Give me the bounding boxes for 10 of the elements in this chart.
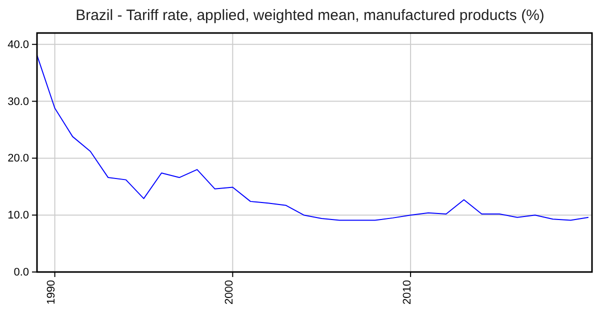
x-tick-label: 2010 [401, 280, 414, 304]
y-tick-label: 30.0 [8, 96, 29, 108]
y-tick-label: 0.0 [14, 266, 29, 279]
y-tick-label: 40.0 [8, 38, 29, 51]
y-tick-label: 20.0 [8, 152, 29, 165]
x-tick-label: 1990 [46, 280, 58, 304]
y-tick-label: 10.0 [8, 210, 29, 222]
chart-title: Brazil - Tariff rate, applied, weighted mean, manufactured products (%) [76, 7, 544, 24]
x-tick-label: 2000 [224, 280, 236, 304]
line-series [36, 54, 589, 221]
